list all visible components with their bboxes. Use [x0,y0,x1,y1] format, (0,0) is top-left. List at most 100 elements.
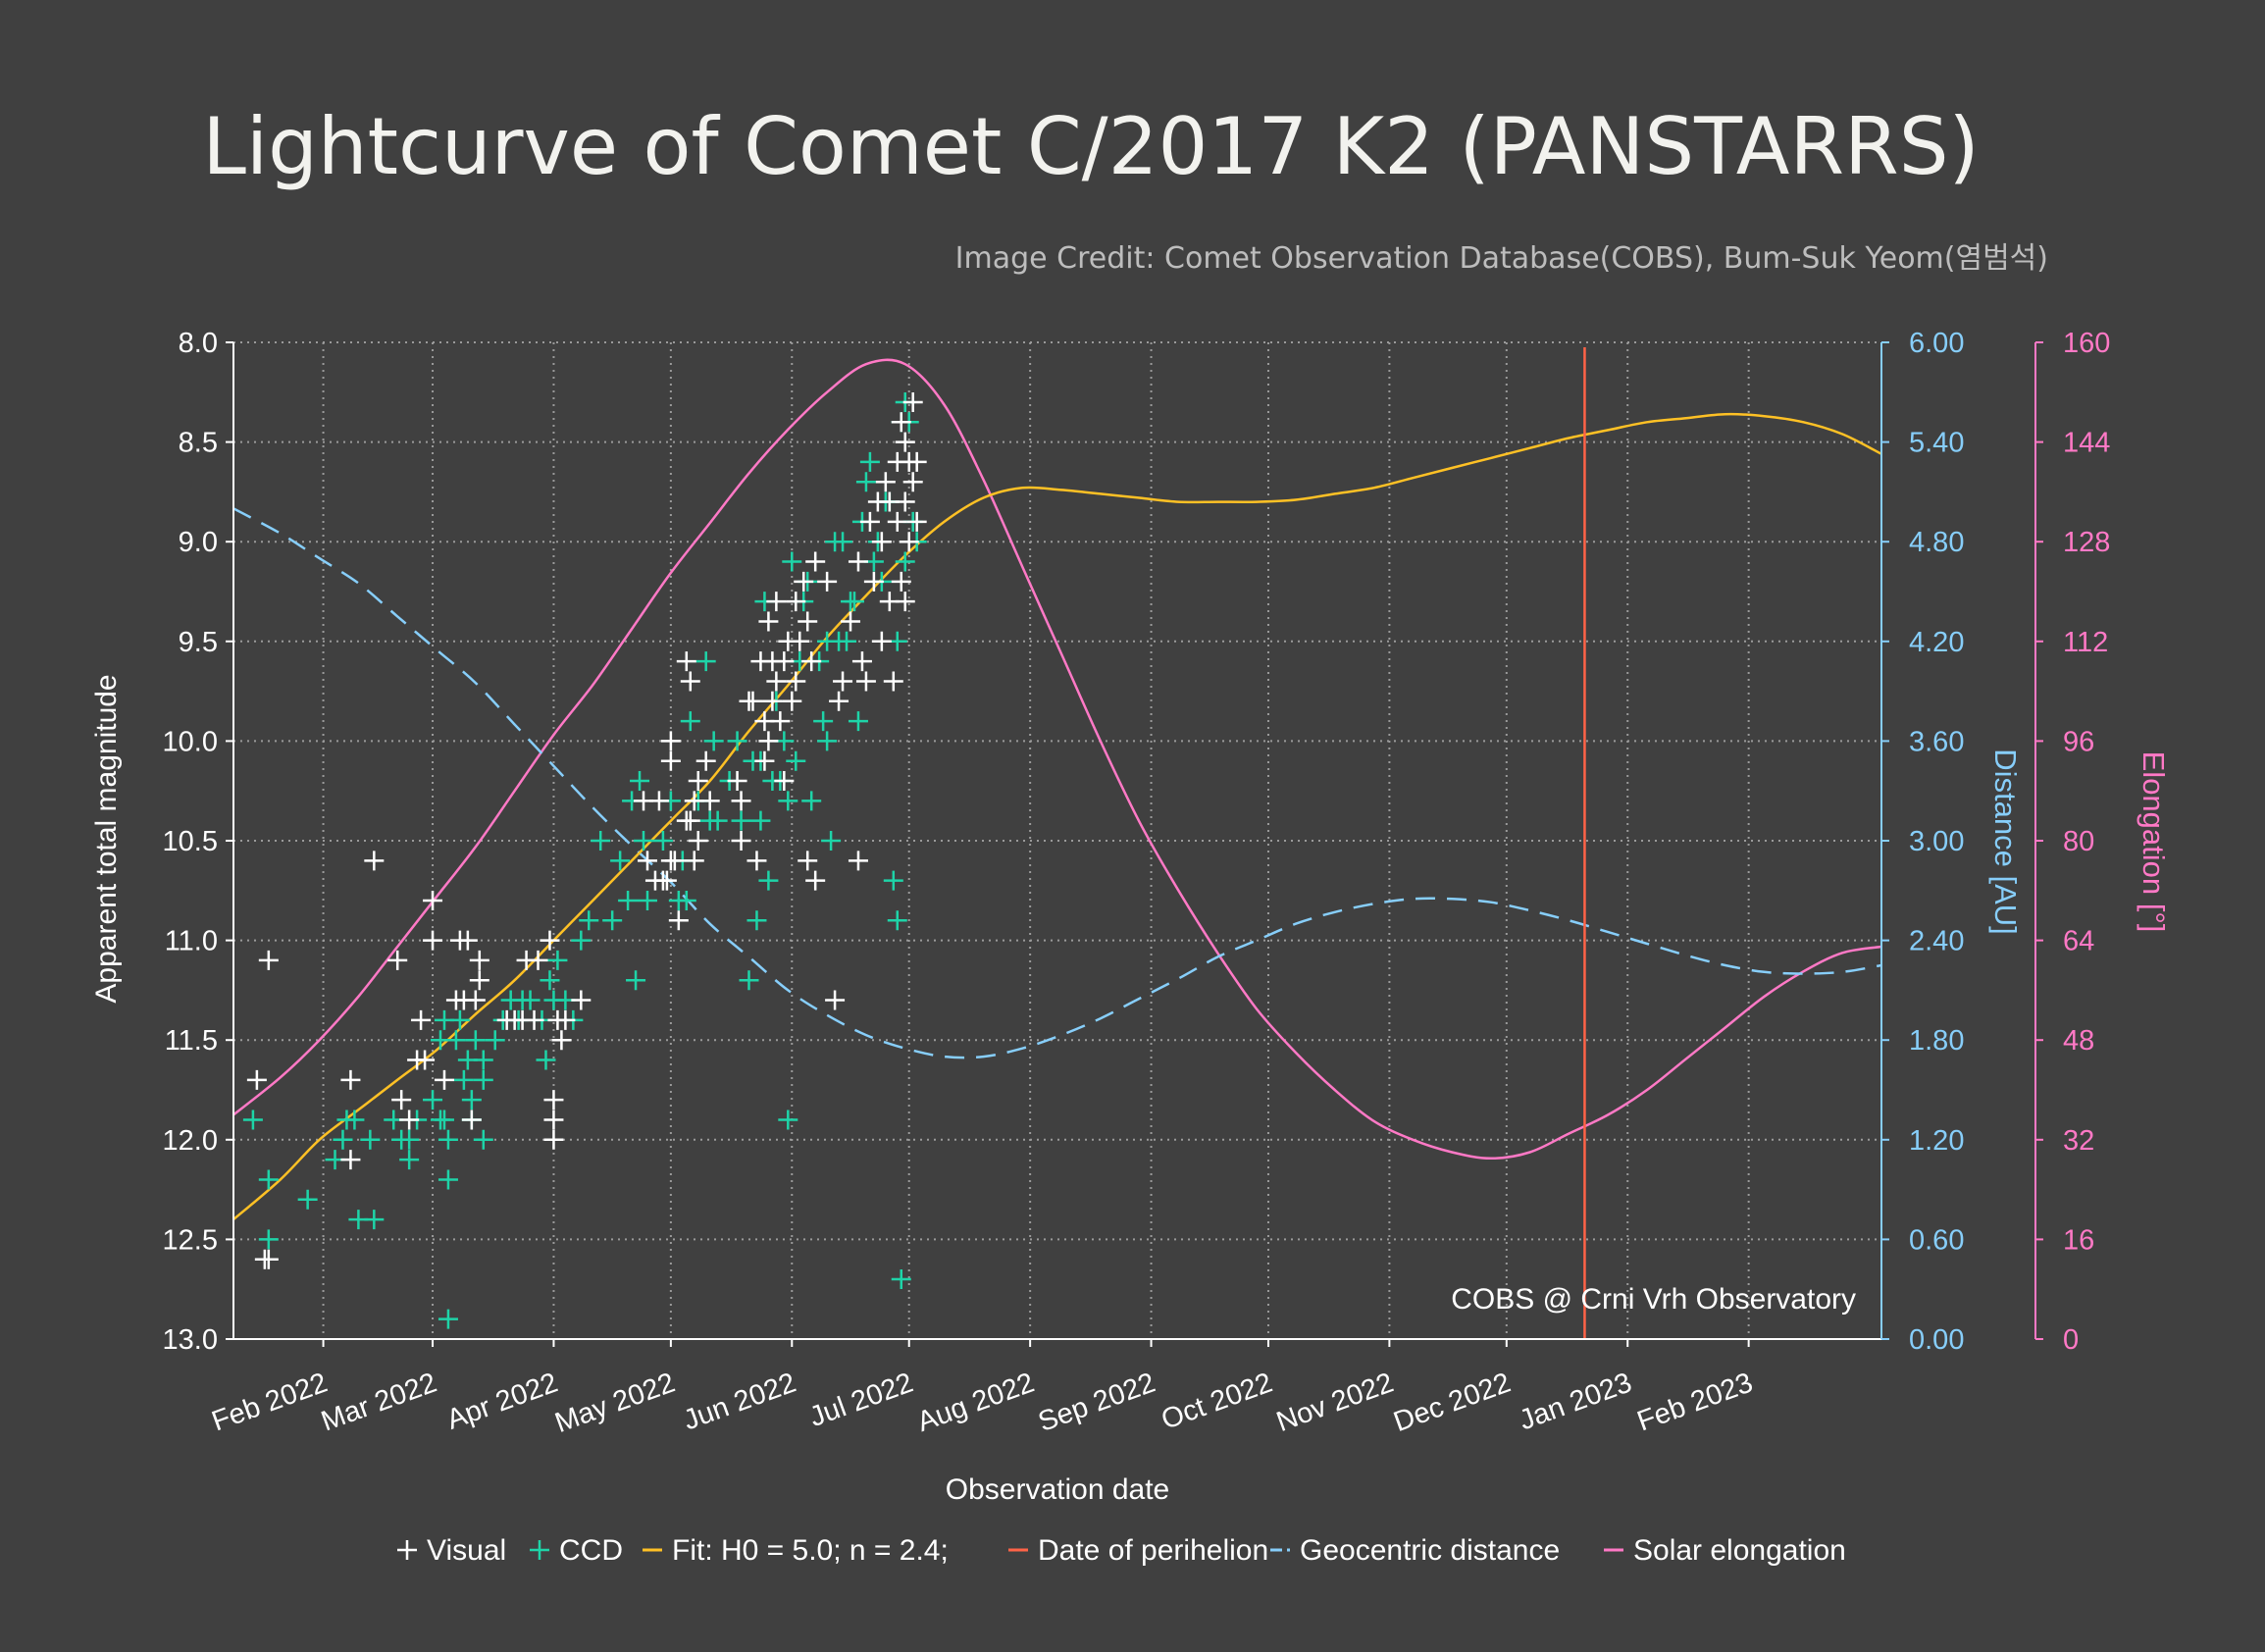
visual-point [875,472,896,492]
legend: Visual CCD Fit: H0 = 5.0; n = 2.4; Date of … [397,1534,1846,1567]
ccd-point [703,731,724,751]
ccd-point [571,930,592,951]
distance-tick-label: 3.60 [1909,726,1964,757]
visual-point [891,571,911,592]
visual-point [528,950,548,970]
x-tick-label: Mar 2022 [317,1368,440,1438]
ccd-point [344,1110,365,1130]
visual-point [668,910,689,931]
visual-point [782,691,802,711]
visual-point [817,571,838,592]
visual-point [543,1090,564,1110]
ccd-point [364,1210,385,1230]
ccd-point [821,831,842,851]
visual-point [786,592,806,612]
ccd-point [844,592,864,612]
ccd-point [833,532,853,552]
elongation-tick-label: 48 [2063,1025,2094,1057]
ccd-point [637,890,657,910]
visual-point [731,831,751,851]
ccd-point [453,1069,474,1090]
elongation-tick-label: 80 [2063,826,2094,857]
ccd-point [485,1030,505,1051]
legend-label: Geocentric distance [1300,1534,1560,1567]
visual-point [524,1009,544,1030]
visual-point [859,511,880,532]
ccd-point [536,1050,556,1070]
legend-item-elongation: Solar elongation [1604,1534,1846,1567]
observatory-label: COBS @ Crni Vrh Observatory [1451,1283,1856,1316]
ccd-point [626,970,646,991]
visual-point [863,571,884,592]
ccd-point [473,1069,493,1090]
visual-point [648,791,669,811]
ccd-point [591,831,611,851]
elongation-curve [232,358,1882,1161]
ccd-point [859,451,880,472]
x-tick-label: Aug 2022 [913,1368,1039,1439]
visual-point [387,950,408,970]
distance-tick-label: 1.20 [1909,1125,1964,1157]
visual-point [246,1069,267,1090]
legend-item-distance: Geocentric distance [1270,1534,1560,1567]
distance-tick-label: 4.80 [1909,527,1964,558]
y-tick-label: 12.5 [163,1224,218,1256]
elongation-tick-label: 16 [2063,1224,2094,1256]
legend-label: Date of perihelion [1038,1534,1268,1567]
legend-label: Fit: H0 = 5.0; n = 2.4; [672,1534,949,1567]
y-axis-label: Apparent total magnitude [90,674,123,1003]
visual-point [902,472,923,492]
ccd-point [520,990,541,1010]
visual-point [829,691,849,711]
ccd-point [399,1129,420,1150]
ccd-point [817,731,838,751]
visual-point [758,731,779,751]
ccd-point [610,851,631,871]
elongation-tick-label: 0 [2063,1324,2079,1356]
ccd-point [473,1129,493,1150]
ccd-point [739,970,759,991]
visual-point [727,771,747,792]
visual-point [415,1050,436,1070]
visual-point [254,1249,275,1269]
distance-tick-label: 4.20 [1909,627,1964,658]
visual-point [906,511,927,532]
x-tick-label: Jan 2023 [1516,1368,1636,1437]
ccd-point [360,1129,381,1150]
x-tick-label: May 2022 [551,1368,680,1440]
visual-point [895,432,915,452]
ccd-point [778,1110,798,1130]
ccd-point [634,831,654,851]
legend-item-fit: Fit: H0 = 5.0; n = 2.4; [643,1534,949,1567]
ccd-point [449,1009,470,1030]
visual-point [766,592,787,612]
visual-point [469,970,489,991]
elongation-tick-label: 112 [2063,627,2108,658]
visual-point [790,631,810,651]
ccd-point [782,551,802,572]
x-tick-label: Nov 2022 [1272,1368,1398,1439]
ccd-point [887,910,907,931]
elongation-tick-label: 160 [2063,328,2110,359]
ccd-point [883,870,903,891]
legend-item-visual: Visual [397,1534,506,1567]
visual-point [895,491,915,512]
elongation-tick-label: 144 [2063,428,2110,459]
visual-point [833,671,853,692]
x-tick-label: Feb 2022 [208,1368,332,1438]
visual-point [423,930,443,951]
visual-point [656,870,677,891]
visual-point [680,810,700,831]
legend-label: CCD [559,1534,623,1567]
image-credit: Image Credit: Comet Observation Database… [955,241,2048,276]
y-tick-label: 11.5 [165,1025,218,1057]
visual-point [571,990,592,1010]
visual-point [786,671,806,692]
visual-point [688,831,708,851]
y-tick-label: 9.5 [179,627,218,658]
visual-point [798,611,818,632]
ccd-point [746,910,767,931]
visual-point [680,671,700,692]
visual-point [340,1069,361,1090]
